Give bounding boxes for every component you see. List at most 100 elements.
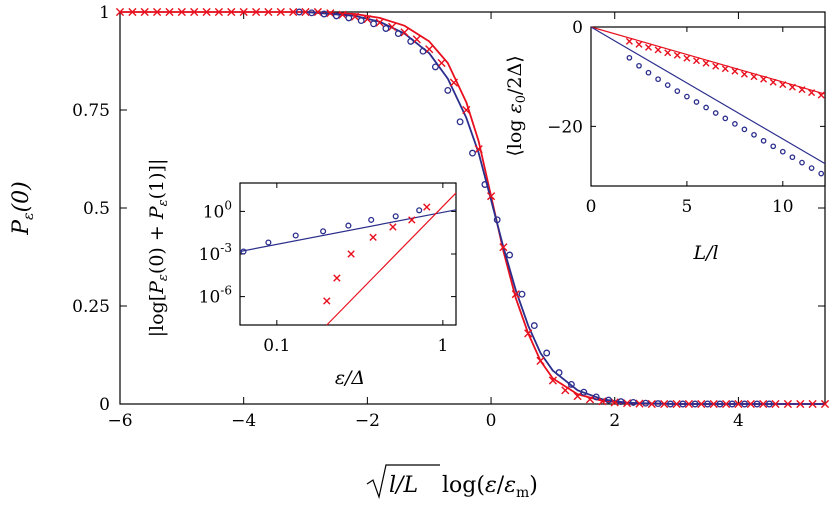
main-blue-circle-point [456,118,464,126]
main-ytick-label: 0 [99,395,110,415]
main-red-cross-point [153,7,162,17]
inset-right-blue-circle-point [626,54,633,61]
inset-right-xtick-label: 10 [772,197,794,217]
inset-left-x-axis-label: ε/Δ [335,367,365,389]
main-red-cross-point [511,290,520,299]
inset-right-red-cross-point [750,73,758,81]
inset-right-red-cross-point [740,70,748,78]
main-red-cross-point [623,399,632,408]
inset-right-blue-fit-line [590,26,826,165]
inset-left-blue-circle-point [392,213,399,220]
inset-left-ytick-label: 10-6 [199,284,232,308]
inset-left-red-cross-point [333,274,341,282]
main-red-cross-point [820,399,830,409]
main-red-cross-point [561,386,570,395]
inset-right-red-cross-point [654,46,662,54]
inset-left-blue-circle-point [240,248,247,255]
inset-right-blue-circle-point [741,126,748,133]
main-red-cross-point [783,399,792,409]
inset-right-red-cross-point [683,54,691,62]
inset-right-blue-circle-point [722,115,729,122]
main-red-cross-point [598,397,607,406]
main-red-cross-point [449,78,458,87]
main-red-cross-point [190,7,199,17]
inset-left-red-cross-point [389,223,397,231]
main-red-cross-point [635,399,644,408]
main-blue-circle-point [617,398,625,406]
main-red-cross-point [128,7,137,17]
main-blue-circle-point [580,388,588,396]
inset-left-blue-circle-point [265,239,272,246]
main-blue-circle-point [642,399,650,407]
inset-right-tick-labels: 0 5 10 0 −20 [547,18,794,217]
svg-text:l/L: l/L [389,473,418,498]
main-red-cross-point [536,356,545,365]
inset-left-y-axis-label: |log[Pε(0) + Pε(1)]| [146,159,171,338]
main-blue-circle-point [370,20,378,28]
main-blue-circle-point [493,216,501,224]
main-blue-circle-point [716,400,724,408]
main-xtick-label: −6 [107,411,132,431]
main-red-cross-point [771,399,780,409]
main-red-cross-point [177,7,186,17]
main-red-cross-point [709,399,718,409]
inset-left-red-cross-point [347,250,355,258]
main-red-cross-point [437,58,446,68]
inset-right-blue-circle-point [789,154,796,161]
main-red-cross-point [548,376,557,385]
main-red-cross-point [326,9,335,18]
inset-right-blue-circle-point [693,99,700,105]
inset-left-series [239,192,457,326]
main-red-cross-point [227,7,236,17]
inset-right-blue-circle-point [808,165,815,171]
main-red-cross-point [808,399,817,409]
main-red-cross-point [647,399,656,409]
inset-right-frame [590,26,826,187]
main-y-axis-label: Pε(0) [9,181,37,236]
main-red-cross-point [338,10,347,19]
main-red-cross-point [746,399,755,409]
inset-right-blue-circle-point [770,143,777,150]
main-blue-circle-point [691,400,699,408]
main-ytick-label: 0.25 [72,297,110,317]
main-blue-circle-point [753,400,761,408]
main-blue-circle-point [592,393,600,401]
inset-left-ytick-label: 10-3 [199,241,232,265]
main-red-cross-point [264,7,273,17]
inset-right-red-cross-point [673,51,681,59]
main-blue-circle-point [530,322,538,330]
main-blue-circle-point [679,400,687,408]
svg-text:log(ε/εm): log(ε/εm) [442,473,538,501]
main-blue-circle-point [481,181,489,188]
main-red-cross-point [375,18,384,27]
main-xtick-label: 0 [486,411,497,431]
main-blue-circle-point [741,400,749,408]
inset-right-blue-circle-point [655,76,661,83]
main-blue-circle-point [394,30,402,38]
inset-left-blue-circle-point [292,232,299,239]
main-blue-circle-point [407,37,415,45]
inset-right-ytick-label: −20 [547,117,583,137]
inset-left-red-fit-line [326,192,457,326]
main-blue-circle-point [332,12,340,20]
inset-left-red-cross-point [323,297,331,305]
inset-right-red-cross-point [808,89,816,97]
inset-right-blue-circle-point [684,93,690,100]
main-red-cross-point [660,399,669,409]
main-blue-circle-point [543,349,551,357]
main-red-cross-point [425,45,434,54]
inset-right-red-cross-point [779,81,787,89]
main-red-cross-point [684,399,693,409]
main-red-cross-point [301,7,310,17]
inset-right-blue-circle-point [664,82,671,88]
inset-right-blue-circle-point [751,131,757,138]
inset-right-y-axis-label: ⟨log ε0/2Δ⟩ [504,55,529,156]
inset-left-blue-circle-point [416,207,423,214]
inset-right-x-axis-label: L/l [692,242,718,264]
main-red-cross-point [474,145,483,154]
main-red-cross-point [697,399,706,409]
main-red-cross-point [115,7,125,17]
inset-right-blue-circle-point [674,88,681,94]
main-panel: −6 −4 −2 0 2 400.250.50.751 Pε(0) l/L log(ε/ε… [9,3,830,501]
